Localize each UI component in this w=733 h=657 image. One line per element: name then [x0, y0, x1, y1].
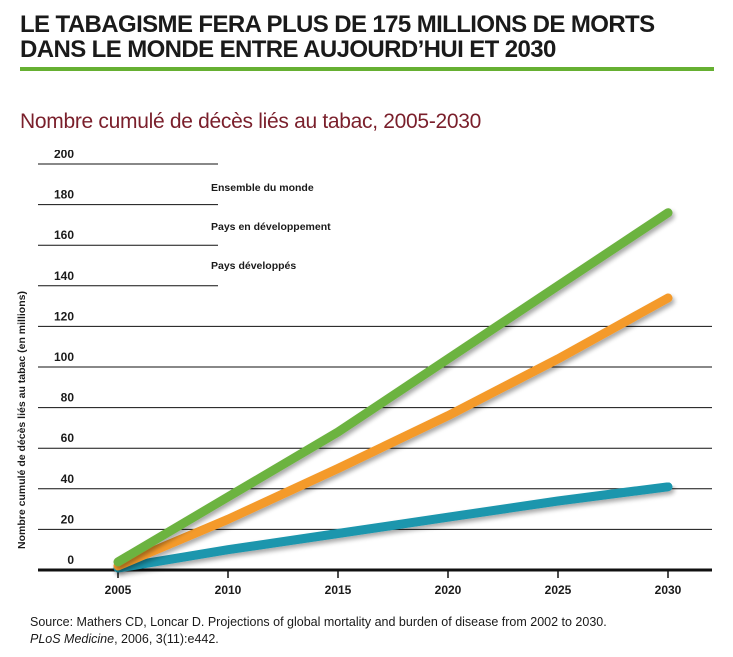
y-tick-label-40: 40	[61, 472, 75, 486]
source-journal: PLoS Medicine	[30, 632, 115, 646]
grid	[38, 163, 712, 530]
y-tick-label-200: 200	[54, 150, 74, 161]
series-line-0	[113, 208, 673, 567]
headline-line-2: DANS LE MONDE ENTRE AUJOURD’HUI ET 2030	[20, 36, 556, 63]
source-citation: , 2006, 3(11):e442.	[114, 632, 219, 646]
x-tick-label-2005: 2005	[105, 583, 132, 597]
x-tick-label-2010: 2010	[215, 583, 242, 597]
line-chart: 0 20 40 60 80 100 120 140 160 180 200 2005 2010 2015…	[16, 150, 712, 597]
x-tick-label-2030: 2030	[655, 583, 682, 597]
legend-label-0: Ensemble du monde	[211, 182, 314, 194]
x-tick-label-2020: 2020	[435, 583, 462, 597]
chart-title: Nombre cumulé de décès liés au tabac, 20…	[20, 110, 482, 133]
x-tick-label-2015: 2015	[325, 583, 352, 597]
x-axis: 2005 2010 2015 2020 2025 2030	[38, 568, 712, 597]
y-axis: 0 20 40 60 80 100 120 140 160 180 200	[54, 150, 74, 567]
x-tick-label-2025: 2025	[545, 583, 572, 597]
y-tick-label-0: 0	[67, 553, 74, 567]
source-line-1: Source: Mathers CD, Loncar D. Projection…	[30, 615, 607, 629]
y-tick-label-20: 20	[61, 512, 75, 526]
headline-divider	[20, 67, 714, 71]
legend: Ensemble du monde Pays en développement Pa…	[118, 182, 331, 277]
headline: LE TABAGISME FERA PLUS DE 175 MILLIONS D…	[20, 12, 655, 62]
y-tick-label-80: 80	[61, 391, 75, 405]
headline-line-1: LE TABAGISME FERA PLUS DE 175 MILLIONS D…	[20, 11, 655, 38]
legend-label-1: Pays en développement	[211, 221, 331, 233]
y-tick-label-100: 100	[54, 350, 74, 364]
y-axis-label: Nombre cumulé de décès liés au tabac (en…	[16, 291, 28, 549]
series-line-2	[113, 482, 673, 573]
y-tick-label-60: 60	[61, 431, 75, 445]
source-line-2: PLoS Medicine, 2006, 3(11):e442.	[30, 631, 607, 648]
y-tick-label-160: 160	[54, 228, 74, 242]
legend-label-2: Pays développés	[211, 260, 296, 272]
series-lines	[113, 208, 673, 573]
y-tick-label-120: 120	[54, 309, 74, 323]
y-tick-label-180: 180	[54, 188, 74, 202]
y-tick-label-140: 140	[54, 269, 74, 283]
source-note: Source: Mathers CD, Loncar D. Projection…	[30, 614, 607, 648]
series-line-1	[113, 293, 673, 571]
